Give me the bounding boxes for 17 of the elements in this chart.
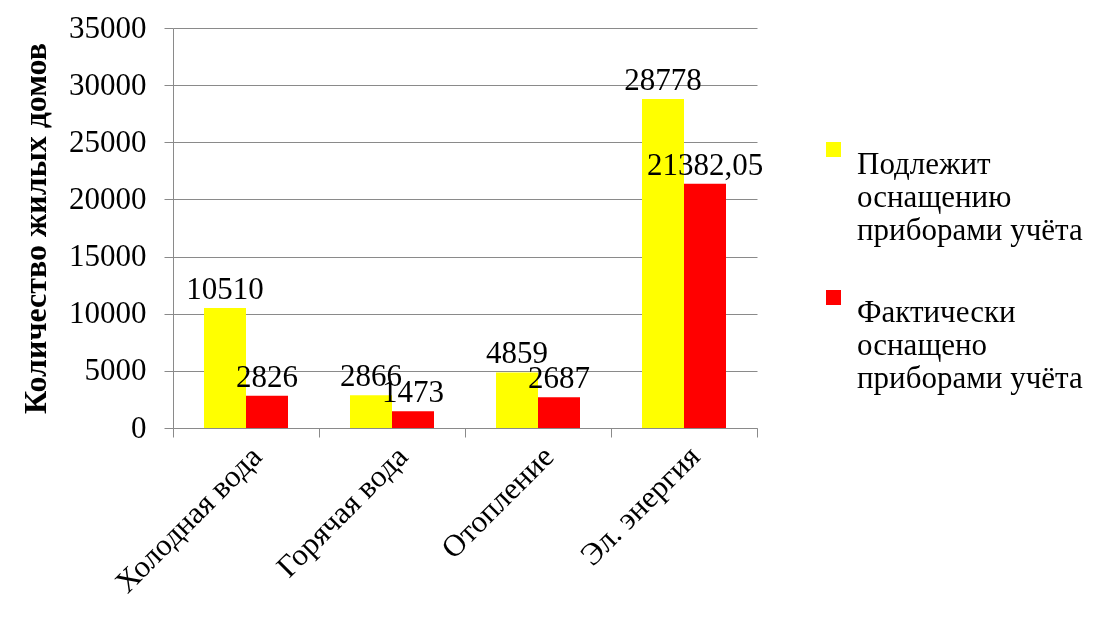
y-tick-label: 0	[131, 409, 147, 445]
data-label: 10510	[186, 270, 264, 306]
legend-label: Подлежит оснащению приборами учёта	[857, 145, 1083, 247]
y-tick-label: 35000	[69, 9, 147, 45]
bar	[392, 411, 434, 428]
y-tick-label: 5000	[84, 352, 147, 388]
bar	[246, 395, 288, 428]
y-tick-label: 15000	[69, 238, 147, 274]
y-axis-title: Количество жилых домов	[17, 42, 53, 415]
bar	[538, 397, 580, 428]
y-tick-label: 10000	[69, 295, 147, 331]
y-tick-label: 20000	[69, 180, 147, 216]
legend-label: Фактически оснащено приборами учёта	[857, 293, 1083, 395]
bar	[684, 183, 726, 428]
data-label: 28778	[624, 62, 702, 98]
y-tick-label: 25000	[69, 123, 147, 159]
y-tick-label: 30000	[69, 66, 147, 102]
